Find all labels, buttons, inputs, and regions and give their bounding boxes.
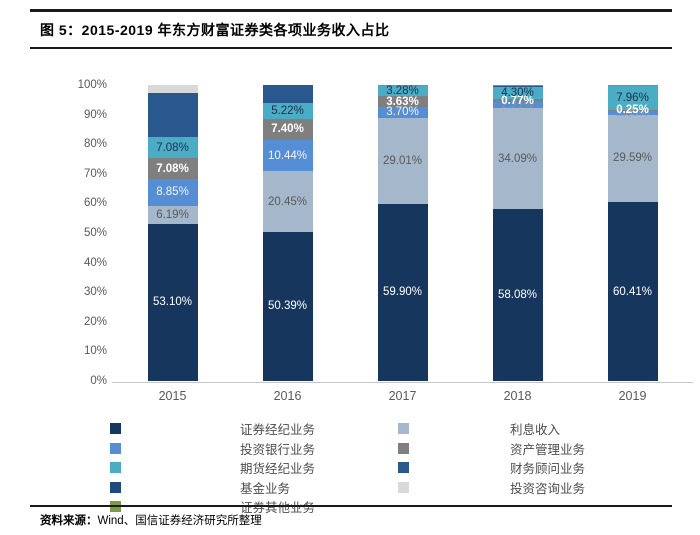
source-text: Wind、国信证券经济研究所整理	[97, 515, 262, 527]
legend-label: 证券其他业务	[240, 501, 316, 516]
bar-segment	[147, 137, 198, 159]
bar-segment	[262, 171, 313, 232]
legend-label: 资产管理业务	[510, 442, 586, 457]
legend-item: 投资咨询业务	[398, 478, 585, 498]
bar-segment	[492, 86, 543, 100]
x-axis-label: 2015	[158, 389, 187, 403]
bar-segment	[492, 85, 543, 86]
source-note: 资料来源：Wind、国信证券经济研究所整理	[40, 512, 262, 528]
legend-label: 投资银行业务	[240, 442, 316, 457]
bar-segment	[492, 108, 543, 210]
y-axis-label: 20%	[83, 315, 107, 328]
x-axis-label: 2018	[503, 389, 532, 403]
bar-segment	[147, 158, 198, 180]
x-axis-line	[112, 382, 693, 383]
y-axis-label: 100%	[77, 79, 107, 91]
bar-segment	[607, 109, 658, 111]
legend-swatch	[398, 442, 409, 454]
title-divider	[30, 47, 672, 49]
legend-item: 投资银行业务	[110, 439, 315, 459]
bar-segment	[262, 118, 313, 141]
bar-segment	[262, 231, 313, 381]
legend-swatch	[398, 462, 409, 474]
bar-2016: 50.39% 20.45% 10.44% 7.40% 5.22%	[262, 85, 313, 381]
legend-item: 利息收入	[398, 419, 585, 439]
y-axis-label: 10%	[83, 345, 107, 358]
bar-segment	[377, 86, 428, 97]
bar-segment	[377, 117, 428, 204]
chart-legend: 证券经纪业务 投资银行业务 期货经纪业务 基金业务证券其他业务 利息收入资产管理业务财…	[0, 419, 700, 519]
bar-2019: 60.41% 29.59% 1.39% 0.25% 7.96%	[607, 85, 658, 381]
bar-2015: 53.10% 6.19% 8.85% 7.08% 7.08%	[147, 85, 198, 381]
legend-swatch	[110, 423, 121, 435]
bar-segment	[492, 99, 543, 102]
legend-label: 投资咨询业务	[510, 481, 586, 496]
y-axis-label: 40%	[83, 256, 107, 269]
bar-segment	[262, 140, 313, 172]
legend-item: 期货经纪业务	[110, 458, 315, 478]
legend-swatch	[110, 481, 121, 493]
bar-segment	[607, 86, 658, 110]
legend-item: 证券经纪业务	[110, 419, 315, 439]
legend-label: 期货经纪业务	[240, 462, 316, 477]
top-divider	[30, 9, 672, 12]
legend-swatch	[398, 481, 409, 493]
legend-swatch	[398, 423, 409, 435]
legend-label: 财务顾问业务	[510, 462, 586, 477]
bar-segment	[492, 101, 543, 109]
x-axis-label: 2019	[618, 389, 647, 403]
y-axis-label: 60%	[83, 197, 107, 210]
legend-swatch	[110, 442, 121, 454]
y-axis-label: 30%	[83, 286, 107, 299]
legend-item: 基金业务	[110, 478, 315, 498]
legend-label: 基金业务	[240, 481, 291, 496]
bar-segment	[607, 85, 658, 86]
y-axis-label: 90%	[83, 108, 107, 121]
source-label: 资料来源：	[40, 515, 98, 527]
legend-column-left: 证券经纪业务 投资银行业务 期货经纪业务 基金业务证券其他业务	[110, 419, 315, 517]
bar-segment	[262, 85, 313, 104]
bar-segment	[147, 179, 198, 206]
bar-segment	[147, 85, 198, 94]
bar-segment	[492, 209, 543, 381]
legend-swatch	[110, 462, 121, 474]
bar-segment	[607, 110, 658, 115]
x-axis-label: 2017	[388, 389, 417, 403]
x-axis-label: 2016	[273, 389, 302, 403]
legend-item: 财务顾问业务	[398, 458, 585, 478]
bottom-divider	[30, 505, 672, 507]
bar-segment	[607, 114, 658, 203]
bar-segment	[377, 85, 428, 86]
bar-segment	[147, 205, 198, 224]
bar-2017: 59.90% 29.01% 3.70% 3.63% 3.28%	[377, 85, 428, 381]
bar-segment	[262, 103, 313, 119]
bar-2018: 58.08% 34.09% 2.21% 0.77% 4.30%	[492, 85, 543, 381]
figure-title: 图 5：2015-2019 年东方财富证券类各项业务收入占比	[40, 22, 390, 38]
y-axis-label: 50%	[83, 227, 107, 239]
legend-label: 证券经纪业务	[240, 423, 316, 438]
bar-segment	[377, 106, 428, 118]
legend-item: 资产管理业务	[398, 439, 585, 459]
y-axis-label: 80%	[83, 138, 107, 151]
stacked-bar-chart: 0% 10% 20% 30% 40% 50% 60% 70% 80% 90% 100% 53.10%…	[0, 60, 700, 410]
bar-segment	[377, 203, 428, 381]
legend-label: 利息收入	[510, 423, 561, 438]
bar-segment	[607, 202, 658, 381]
legend-column-right: 利息收入资产管理业务 财务顾问业务 投资咨询业务	[398, 419, 585, 497]
y-axis-label: 70%	[83, 167, 107, 180]
y-axis-label: 0%	[90, 375, 107, 387]
bar-segment	[147, 93, 198, 138]
bar-segment	[147, 223, 198, 381]
bar-segment	[377, 96, 428, 107]
